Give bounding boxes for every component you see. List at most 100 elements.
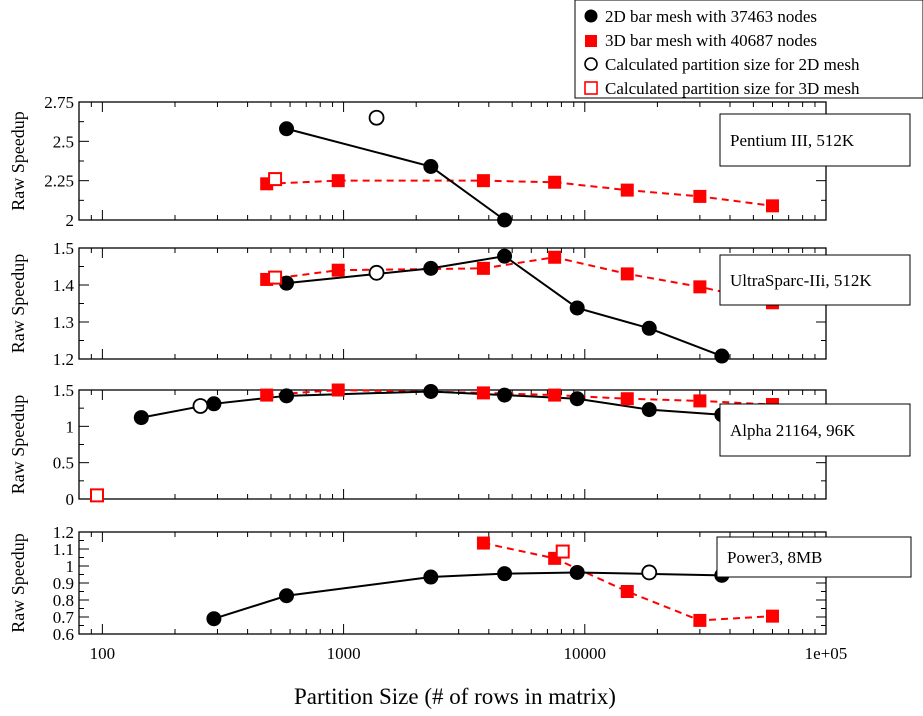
data-point-2d xyxy=(569,564,585,580)
y-tick-label: 2 xyxy=(66,211,75,230)
data-point-3d xyxy=(548,175,562,189)
legend-box xyxy=(574,0,923,99)
y-tick-label: 1 xyxy=(66,557,75,576)
legend-marker-calc-2d xyxy=(584,57,598,71)
panel-title: Alpha 21164, 96K xyxy=(730,421,856,440)
panel-4: 0.60.70.80.911.11.2 Raw Speedup 100 1000 100… xyxy=(8,523,912,663)
data-point-2d xyxy=(497,248,513,264)
data-point-2d xyxy=(569,300,585,316)
calculated-point-2d xyxy=(192,398,209,414)
y-axis-label: Raw Speedup xyxy=(8,111,28,210)
data-point-2d xyxy=(133,410,149,426)
data-point-2d xyxy=(279,121,295,137)
series-line-2d xyxy=(286,255,723,357)
legend-label-calc-3d: Calculated partition size for 3D mesh xyxy=(605,79,860,98)
data-point-3d xyxy=(765,199,779,213)
panel-label-box xyxy=(719,403,911,457)
data-point-3d xyxy=(620,267,634,281)
y-tick-label: 2.5 xyxy=(53,132,74,151)
y-tick-label: 1.2 xyxy=(53,350,74,369)
legend: 2D bar mesh with 37463 nodes 3D bar mesh… xyxy=(574,0,923,99)
panel-label-box xyxy=(719,113,911,167)
series-line-2d xyxy=(141,390,722,419)
x-tick-label: 1000 xyxy=(327,644,361,663)
data-point-2d xyxy=(206,396,222,412)
data-point-3d xyxy=(693,613,707,627)
legend-marker-2d xyxy=(584,9,598,23)
data-point-2d xyxy=(423,569,439,585)
legend-label-3d: 3D bar mesh with 40687 nodes xyxy=(605,31,817,50)
y-tick-label: 0 xyxy=(66,490,75,509)
y-tick-label: 1.5 xyxy=(53,381,74,400)
y-tick-label: 1 xyxy=(66,417,75,436)
data-point-3d xyxy=(476,261,490,275)
calculated-point-2d xyxy=(368,264,385,281)
data-point-2d xyxy=(641,320,657,336)
data-point-2d xyxy=(497,387,513,403)
data-point-3d xyxy=(693,394,707,408)
data-point-2d xyxy=(423,260,439,276)
x-tick-label: 10000 xyxy=(564,644,607,663)
data-point-2d xyxy=(206,611,222,627)
y-tick-label: 2.25 xyxy=(44,172,74,191)
y-tick-label: 0.7 xyxy=(53,608,75,627)
panels: 2 2.25 2.5 2.75 Raw Speedup Pentium III, 512K… xyxy=(8,93,912,663)
y-tick-label: 1.4 xyxy=(53,276,75,295)
y-axis-label: Raw Speedup xyxy=(8,533,28,632)
y-tick-label: 1.2 xyxy=(53,523,74,542)
y-tick-label: 1.1 xyxy=(53,540,74,559)
data-point-3d xyxy=(260,388,274,402)
data-point-3d xyxy=(693,189,707,203)
calculated-point-3d xyxy=(268,172,283,187)
data-point-3d xyxy=(693,280,707,294)
series-line-2d xyxy=(213,571,722,620)
y-tick-label: 1.3 xyxy=(53,313,74,332)
data-point-2d xyxy=(569,391,585,407)
y-tick-label: 0.5 xyxy=(53,454,74,473)
y-tick-label: 2.75 xyxy=(44,93,74,112)
legend-marker-calc-3d xyxy=(584,81,598,95)
data-point-3d xyxy=(548,250,562,264)
y-tick-label: 0.6 xyxy=(53,625,74,644)
data-point-3d xyxy=(331,383,345,397)
data-point-3d xyxy=(620,183,634,197)
data-point-2d xyxy=(714,348,730,364)
calculated-point-3d xyxy=(268,270,283,285)
data-point-2d xyxy=(279,388,295,404)
panel-title: UltraSparc-IIi, 512K xyxy=(730,271,872,290)
panel-1: 2 2.25 2.5 2.75 Raw Speedup Pentium III, 512K xyxy=(8,93,911,230)
data-point-2d xyxy=(423,383,439,399)
data-point-3d xyxy=(765,609,779,623)
data-point-3d xyxy=(548,388,562,402)
x-tick-label: 100 xyxy=(90,644,116,663)
series-line-3d xyxy=(483,542,773,622)
panel-2: 1.2 1.3 1.4 1.5 Raw Speedup UltraSparc-IIi, 5… xyxy=(8,239,911,369)
data-point-3d xyxy=(476,536,490,550)
data-point-2d xyxy=(423,159,439,175)
calculated-point-2d xyxy=(368,109,385,126)
panel-title: Pentium III, 512K xyxy=(730,131,855,150)
data-point-3d xyxy=(476,174,490,188)
panel-title: Power3, 8MB xyxy=(727,548,822,567)
panel-label-box xyxy=(716,536,912,578)
x-axis-label: Partition Size (# of rows in matrix) xyxy=(294,684,616,709)
data-point-2d xyxy=(279,275,295,291)
panel-label-box xyxy=(719,254,911,306)
legend-label-calc-2d: Calculated partition size for 2D mesh xyxy=(605,55,860,74)
panel-3: 0 0.5 1 1.5 Raw Speedup Alpha 21164, 96K xyxy=(8,381,911,509)
x-tick-label: 1e+05 xyxy=(805,644,848,663)
data-point-3d xyxy=(476,386,490,400)
legend-label-2d: 2D bar mesh with 37463 nodes xyxy=(605,7,817,26)
y-axis-label: Raw Speedup xyxy=(8,395,28,494)
data-point-2d xyxy=(279,588,295,604)
data-point-3d xyxy=(620,585,634,598)
y-axis-label: Raw Speedup xyxy=(8,254,28,353)
legend-marker-3d xyxy=(585,35,597,47)
data-point-2d xyxy=(497,566,513,582)
data-point-3d xyxy=(331,174,345,188)
y-tick-label: 0.8 xyxy=(53,591,74,610)
data-point-3d xyxy=(331,263,345,277)
data-point-2d xyxy=(641,402,657,418)
calculated-point-3d xyxy=(90,488,105,503)
